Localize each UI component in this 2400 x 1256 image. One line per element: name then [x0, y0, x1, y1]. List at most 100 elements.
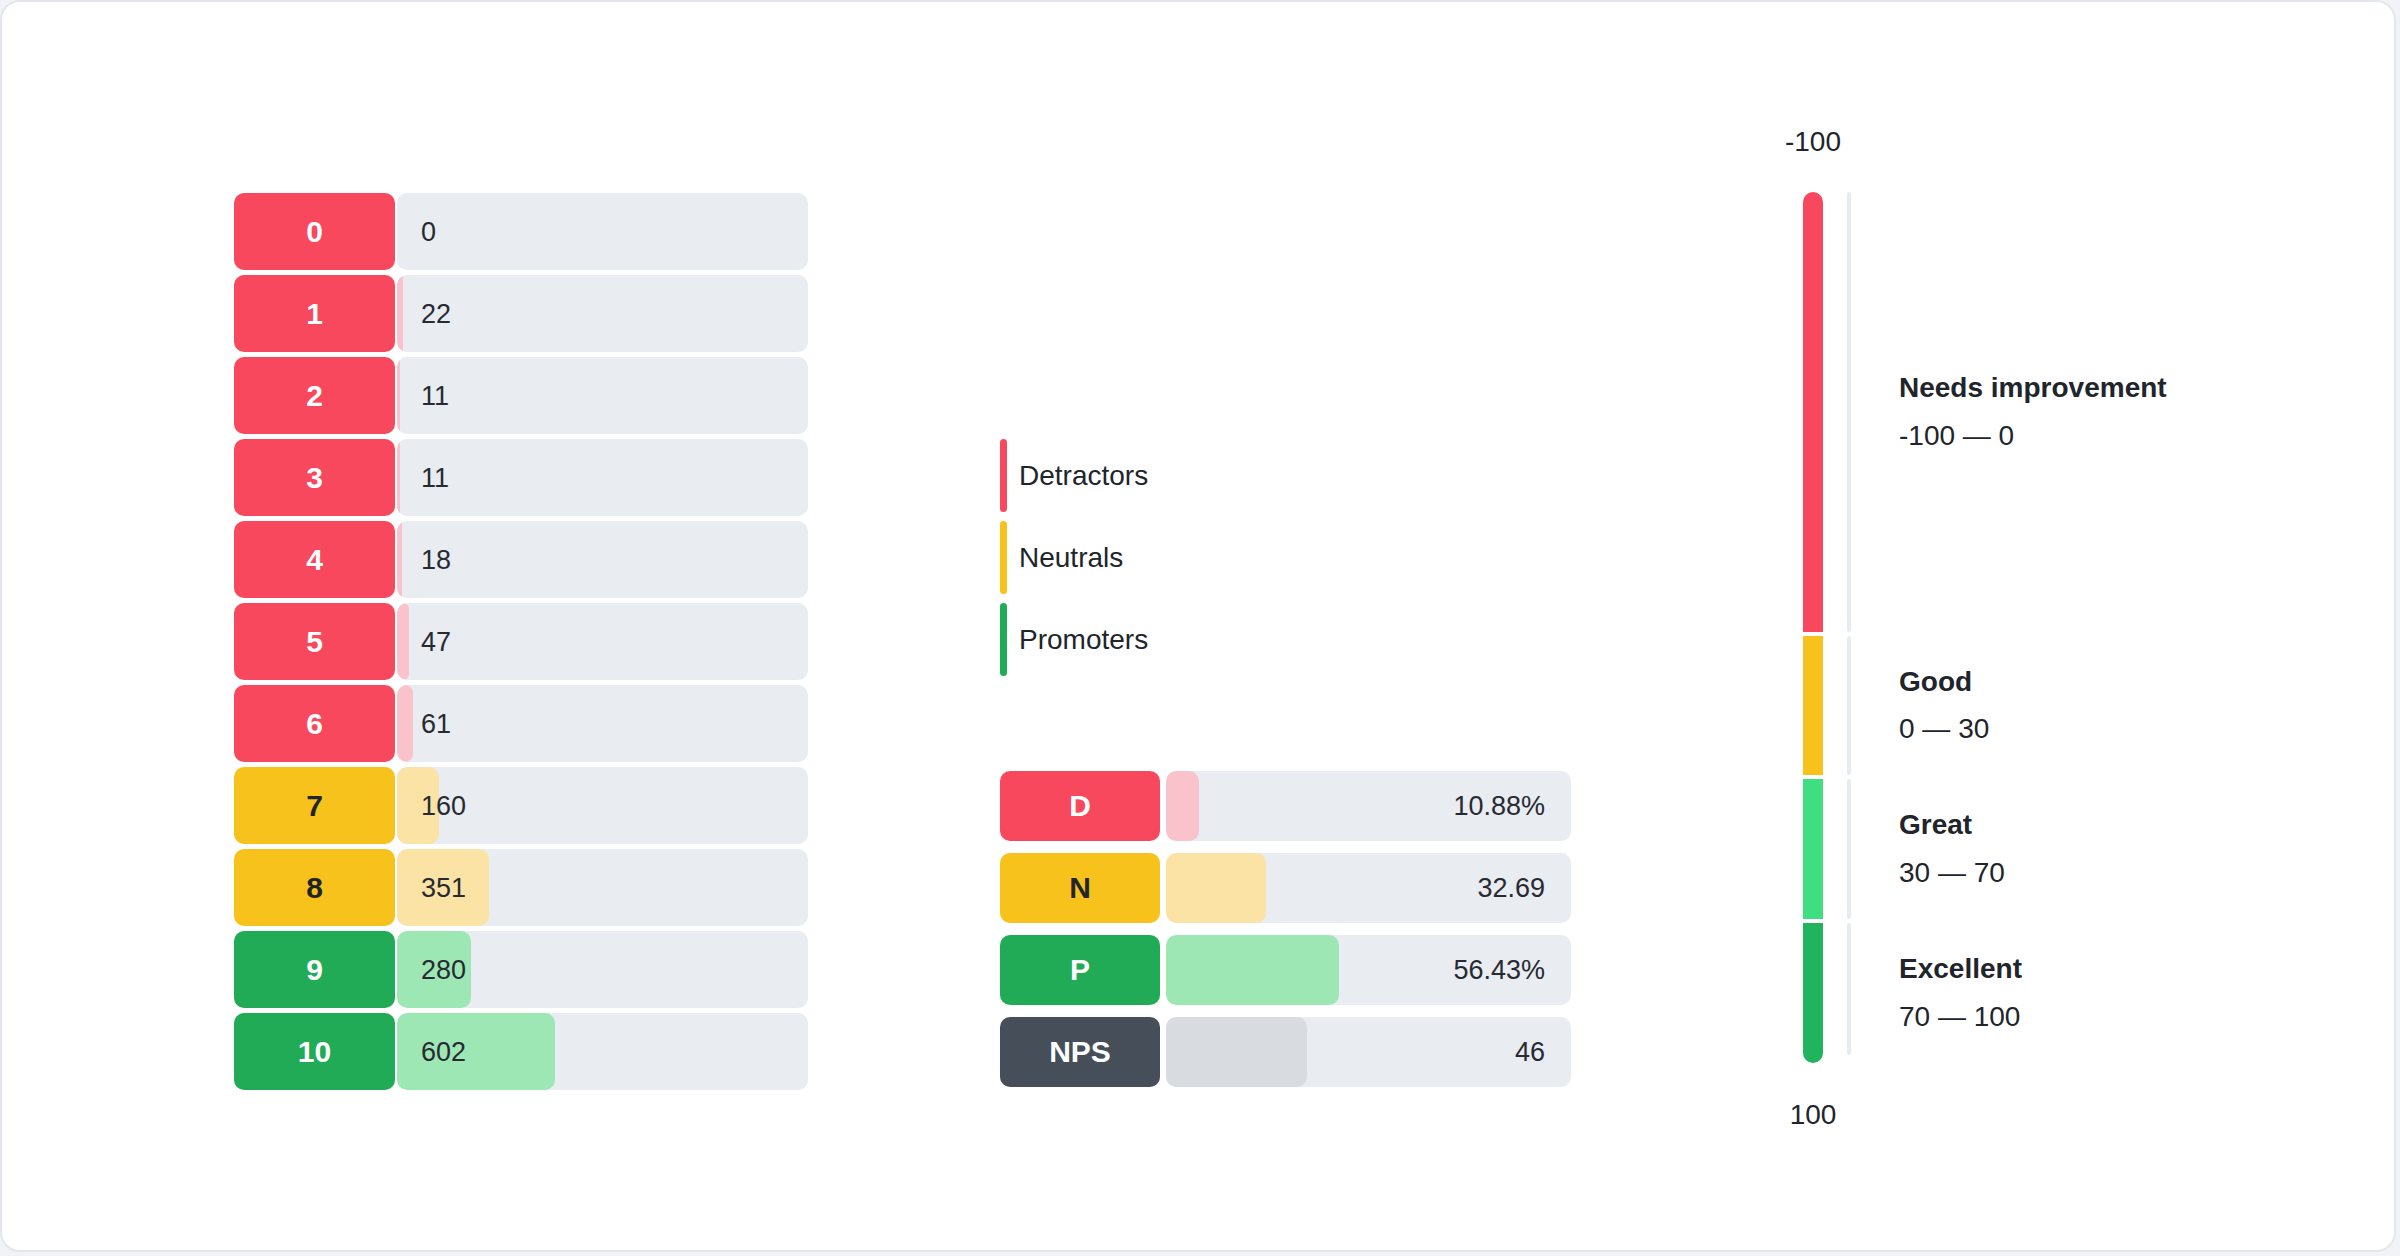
summary-chip-n: N — [1000, 853, 1160, 923]
gauge-zone-great — [1803, 779, 1823, 919]
score-row-7: 7 160 — [234, 767, 808, 844]
detractor-swatch — [1000, 439, 1007, 512]
score-chip-0: 0 — [234, 193, 395, 270]
score-count-10: 602 — [421, 1036, 466, 1067]
score-count-0: 0 — [421, 216, 436, 247]
gauge-bar — [1803, 192, 1823, 1063]
score-count-9: 280 — [421, 954, 466, 985]
score-chip-3: 3 — [234, 439, 395, 516]
score-count-2: 11 — [421, 380, 449, 411]
score-bar-5 — [397, 603, 409, 680]
zone-title: Good — [1899, 665, 1989, 699]
score-row-0: 00 — [234, 193, 808, 270]
score-count-1: 22 — [421, 298, 451, 329]
score-bar-3 — [397, 439, 400, 516]
score-chip-2: 2 — [234, 357, 395, 434]
score-track-6: 61 — [397, 685, 808, 762]
score-track-4: 18 — [397, 521, 808, 598]
summary-track-d: 10.88% — [1166, 771, 1571, 841]
score-count-6: 61 — [421, 708, 451, 739]
gauge-zone-needs-improvement — [1803, 192, 1823, 632]
score-row-6: 6 61 — [234, 685, 808, 762]
score-chip-5: 5 — [234, 603, 395, 680]
summary-bar-n — [1166, 853, 1266, 923]
score-row-9: 9 280 — [234, 931, 808, 1008]
legend-item-detractor: Detractors — [1000, 439, 1148, 512]
summary-chip-nps: NPS — [1000, 1017, 1160, 1087]
gauge-zone-label-needs-improvement: Needs improvement -100 — 0 — [1899, 371, 2167, 452]
score-track-9: 280 — [397, 931, 808, 1008]
summary-bar-d — [1166, 771, 1199, 841]
score-chip-9: 9 — [234, 931, 395, 1008]
score-row-5: 5 47 — [234, 603, 808, 680]
score-chip-10: 10 — [234, 1013, 395, 1090]
zone-title: Needs improvement — [1899, 371, 2167, 405]
score-row-8: 8 351 — [234, 849, 808, 926]
summary-value-nps: 46 — [1515, 1037, 1545, 1068]
summary-value-n: 32.69 — [1477, 873, 1545, 904]
gauge-axis-line — [1847, 192, 1851, 1059]
score-count-8: 351 — [421, 872, 466, 903]
score-count-7: 160 — [421, 790, 466, 821]
zone-title: Great — [1899, 808, 2005, 842]
gauge-max-label: -100 — [1733, 126, 1893, 158]
score-row-3: 3 11 — [234, 439, 808, 516]
gauge-zone-label-excellent: Excellent70 — 100 — [1899, 952, 2022, 1033]
legend: Detractors Neutrals Promoters — [1000, 439, 1148, 676]
summary-value-p: 56.43% — [1453, 955, 1545, 986]
summary-bar-nps — [1166, 1017, 1307, 1087]
score-bar-6 — [397, 685, 413, 762]
legend-label: Detractors — [1019, 460, 1148, 492]
score-row-1: 1 22 — [234, 275, 808, 352]
zone-range: -100 — 0 — [1899, 419, 2167, 453]
gauge-zone-label-good: Good0 — 30 — [1899, 665, 1989, 746]
score-bar-4 — [397, 521, 402, 598]
score-track-8: 351 — [397, 849, 808, 926]
summary-bar-p — [1166, 935, 1339, 1005]
score-chip-4: 4 — [234, 521, 395, 598]
zone-title: Excellent — [1899, 952, 2022, 986]
neutral-swatch — [1000, 521, 1007, 594]
score-track-2: 11 — [397, 357, 808, 434]
gauge-zone-excellent — [1803, 923, 1823, 1063]
score-row-4: 4 18 — [234, 521, 808, 598]
gauge-zone-good — [1803, 636, 1823, 775]
summary-chip-p: P — [1000, 935, 1160, 1005]
score-chip-8: 8 — [234, 849, 395, 926]
legend-label: Neutrals — [1019, 542, 1123, 574]
gauge-axis-segment — [1847, 923, 1851, 1055]
score-track-5: 47 — [397, 603, 808, 680]
summary-row-p: P 56.43% — [1000, 935, 1571, 1005]
legend-item-promoter: Promoters — [1000, 603, 1148, 676]
score-row-2: 2 11 — [234, 357, 808, 434]
score-track-3: 11 — [397, 439, 808, 516]
legend-item-neutral: Neutrals — [1000, 521, 1148, 594]
gauge-axis-segment — [1847, 192, 1851, 632]
summary-chip-d: D — [1000, 771, 1160, 841]
score-chip-7: 7 — [234, 767, 395, 844]
score-count-4: 18 — [421, 544, 451, 575]
score-count-5: 47 — [421, 626, 451, 657]
promoter-swatch — [1000, 603, 1007, 676]
summary-track-n: 32.69 — [1166, 853, 1571, 923]
summary-row-d: D 10.88% — [1000, 771, 1571, 841]
score-track-0: 0 — [397, 193, 808, 270]
score-bar-2 — [397, 357, 400, 434]
zone-range: 30 — 70 — [1899, 856, 2005, 890]
gauge-axis-segment — [1847, 636, 1851, 775]
legend-label: Promoters — [1019, 624, 1148, 656]
score-track-1: 22 — [397, 275, 808, 352]
gauge-axis-segment — [1847, 779, 1851, 919]
summary-track-p: 56.43% — [1166, 935, 1571, 1005]
score-count-3: 11 — [421, 462, 449, 493]
nps-summary-chart: D 10.88% N 32.69 P 56.43% NPS 46 — [1000, 771, 1571, 1099]
summary-value-d: 10.88% — [1453, 791, 1545, 822]
score-chip-1: 1 — [234, 275, 395, 352]
score-chip-6: 6 — [234, 685, 395, 762]
score-track-7: 160 — [397, 767, 808, 844]
score-distribution-chart: 0012221131141854766171608351928010602 — [234, 193, 808, 1095]
score-row-10: 10 602 — [234, 1013, 808, 1090]
gauge-zone-label-great: Great 30 — 70 — [1899, 808, 2005, 889]
summary-track-nps: 46 — [1166, 1017, 1571, 1087]
gauge-min-label: 100 — [1733, 1099, 1893, 1131]
